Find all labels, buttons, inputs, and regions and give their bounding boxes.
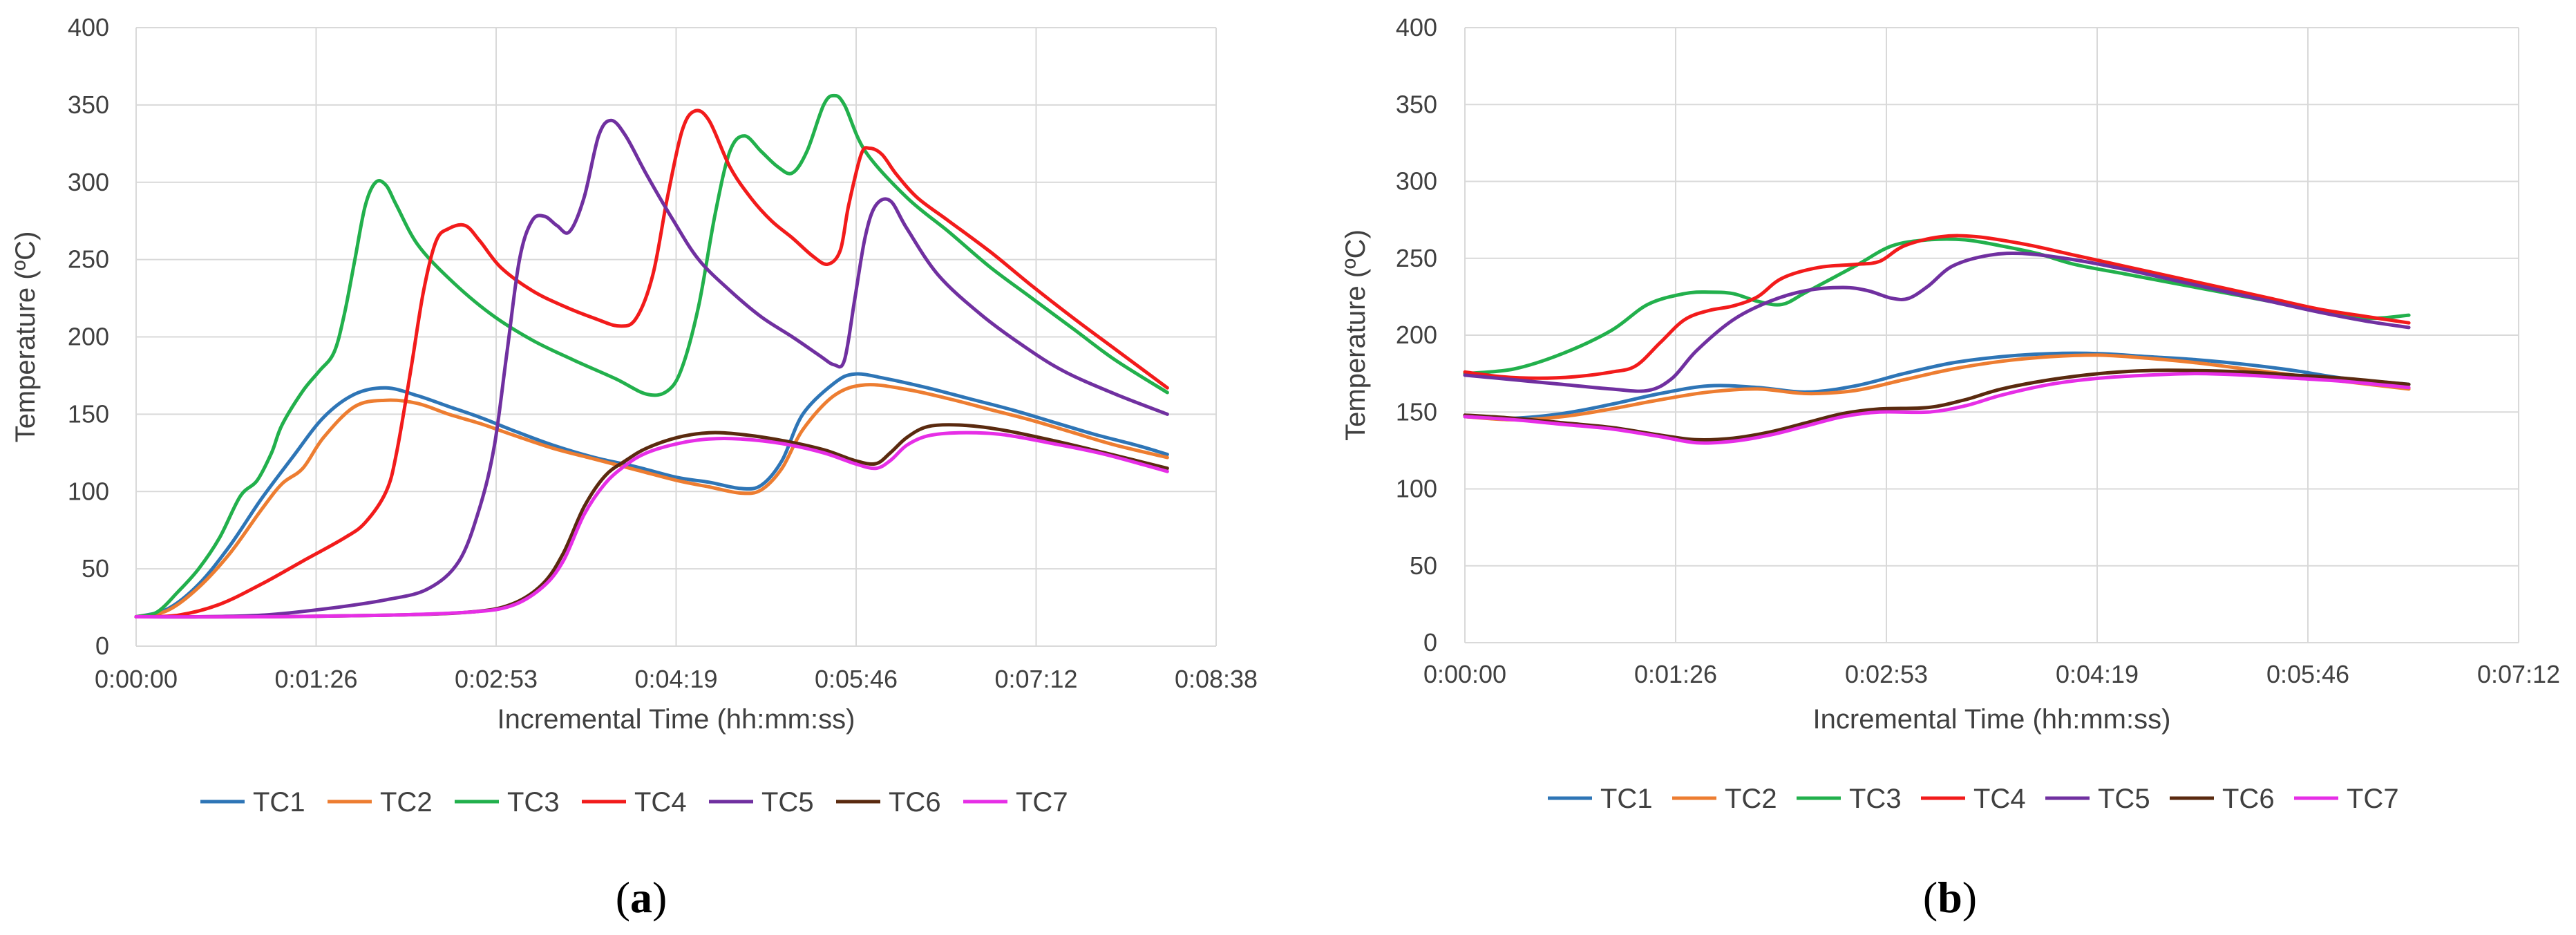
chart-b-y-tick-label: 50: [1410, 551, 1437, 580]
chart-a-legend-item-tc5: TC5: [709, 787, 814, 818]
chart-a-x-tick-label: 0:00:00: [95, 665, 178, 693]
chart-a-legend-item-tc3: TC3: [455, 787, 560, 818]
chart-b-legend-item-tc3: TC3: [1797, 784, 1902, 814]
chart-b-series-tc7: [1463, 372, 2411, 445]
chart-a-x-tick-label: 0:07:12: [994, 665, 1077, 693]
chart-b-y-tick-label: 150: [1396, 397, 1437, 426]
chart-b-x-tick-label: 0:01:26: [1634, 660, 1717, 688]
chart-b-y-tick-label: 300: [1396, 167, 1437, 196]
chart-a-legend: TC1 TC2 TC3 TC4 TC5 TC6 TC7: [200, 787, 1068, 818]
chart-a-y-axis-title: Temperature (ºC): [10, 232, 41, 443]
chart-a-legend-label: TC5: [761, 787, 814, 818]
chart-b-legend-item-tc1: TC1: [1548, 784, 1653, 814]
chart-b-x-axis-title: Incremental Time (hh:mm:ss): [1813, 704, 2171, 735]
chart-a-series-tc7: [134, 431, 1169, 619]
chart-a-y-tick-label: 50: [82, 554, 109, 583]
chart-b-x-tick-label: 0:04:19: [2056, 660, 2139, 688]
chart-a-legend-item-tc2: TC2: [328, 787, 433, 818]
chart-b-y-axis-title: Temperature (ºC): [1341, 229, 1371, 441]
chart-a-y-tick-label: 0: [95, 632, 109, 660]
chart-b-legend-item-tc4: TC4: [1921, 784, 2026, 814]
chart-b-panel-label: (b): [1923, 873, 1977, 922]
chart-b: 0 50 100 150 200 250 300 350 400 0:00:00 0:01:26 0:…: [1341, 13, 2560, 922]
chart-b-legend-label: TC2: [1725, 784, 1777, 814]
chart-b-y-tick-label: 350: [1396, 90, 1437, 118]
chart-a-y-tick-label: 350: [68, 91, 109, 119]
chart-a-legend-label: TC2: [380, 787, 433, 818]
chart-a-legend-item-tc4: TC4: [582, 787, 687, 818]
chart-a-y-tick-label: 400: [68, 13, 109, 41]
chart-b-legend-item-tc2: TC2: [1672, 784, 1777, 814]
chart-a-y-tick-label: 250: [68, 245, 109, 274]
chart-a-x-tick-label: 0:02:53: [455, 665, 538, 693]
chart-a-y-tick-label: 150: [68, 399, 109, 428]
chart-a-y-tick-label: 200: [68, 323, 109, 351]
chart-a-x-tick-label: 0:01:26: [274, 665, 357, 693]
chart-b-legend-label: TC7: [2347, 784, 2399, 814]
chart-a-y-tick-label: 300: [68, 168, 109, 196]
chart-b-series-tc5: [1463, 252, 2411, 393]
chart-a-legend-label: TC6: [889, 787, 941, 818]
chart-a-legend-item-tc7: TC7: [963, 787, 1068, 818]
chart-a-series-tc4: [134, 108, 1169, 618]
chart-b-legend-item-tc6: TC6: [2170, 784, 2275, 814]
chart-b-y-tick-label: 200: [1396, 321, 1437, 349]
chart-a-series-tc1: [134, 372, 1169, 618]
chart-b-series-tc1: [1463, 351, 2411, 420]
chart-b-legend-label: TC3: [1849, 784, 1902, 814]
chart-a-legend-item-tc6: TC6: [836, 787, 941, 818]
chart-a-series-tc5: [134, 118, 1169, 619]
chart-a-series-tc3: [134, 93, 1169, 618]
chart-a-x-tick-label: 0:08:38: [1175, 665, 1258, 693]
chart-a-x-tick-label: 0:05:46: [815, 665, 898, 693]
chart-a-legend-label: TC7: [1016, 787, 1068, 818]
chart-a-legend-label: TC1: [253, 787, 305, 818]
chart-b-y-tick-label: 400: [1396, 13, 1437, 41]
chart-b-y-tick-label: 250: [1396, 244, 1437, 272]
chart-a: 0 50 100 150 200 250 300 350 400 0:00:00 0:01:26 0:…: [10, 13, 1258, 922]
chart-b-legend-label: TC6: [2222, 784, 2275, 814]
chart-b-x-tick-label: 0:00:00: [1423, 660, 1506, 688]
chart-a-x-tick-label: 0:04:19: [634, 665, 717, 693]
chart-b-legend: TC1 TC2 TC3 TC4 TC5 TC6 TC7: [1548, 784, 2399, 814]
chart-a-x-axis-title: Incremental Time (hh:mm:ss): [498, 704, 855, 735]
chart-b-y-tick-label: 100: [1396, 475, 1437, 503]
chart-b-series-tc4: [1463, 234, 2411, 380]
chart-b-y-tick-label: 0: [1423, 628, 1437, 657]
chart-b-legend-item-tc5: TC5: [2045, 784, 2150, 814]
chart-a-series-tc2: [134, 383, 1169, 618]
chart-b-x-tick-label: 0:05:46: [2266, 660, 2349, 688]
chart-a-legend-label: TC3: [507, 787, 560, 818]
chart-a-legend-item-tc1: TC1: [200, 787, 305, 818]
chart-b-legend-label: TC4: [1973, 784, 2026, 814]
chart-b-x-tick-label: 0:07:12: [2477, 660, 2560, 688]
chart-b-legend-label: TC1: [1600, 784, 1653, 814]
chart-b-x-tick-label: 0:02:53: [1845, 660, 1928, 688]
chart-b-legend-item-tc7: TC7: [2294, 784, 2399, 814]
chart-a-panel-label: (a): [616, 873, 667, 922]
chart-a-y-tick-label: 100: [68, 477, 109, 505]
chart-b-legend-label: TC5: [2098, 784, 2150, 814]
chart-b-series-tc2: [1463, 353, 2411, 422]
chart-a-legend-label: TC4: [634, 787, 687, 818]
